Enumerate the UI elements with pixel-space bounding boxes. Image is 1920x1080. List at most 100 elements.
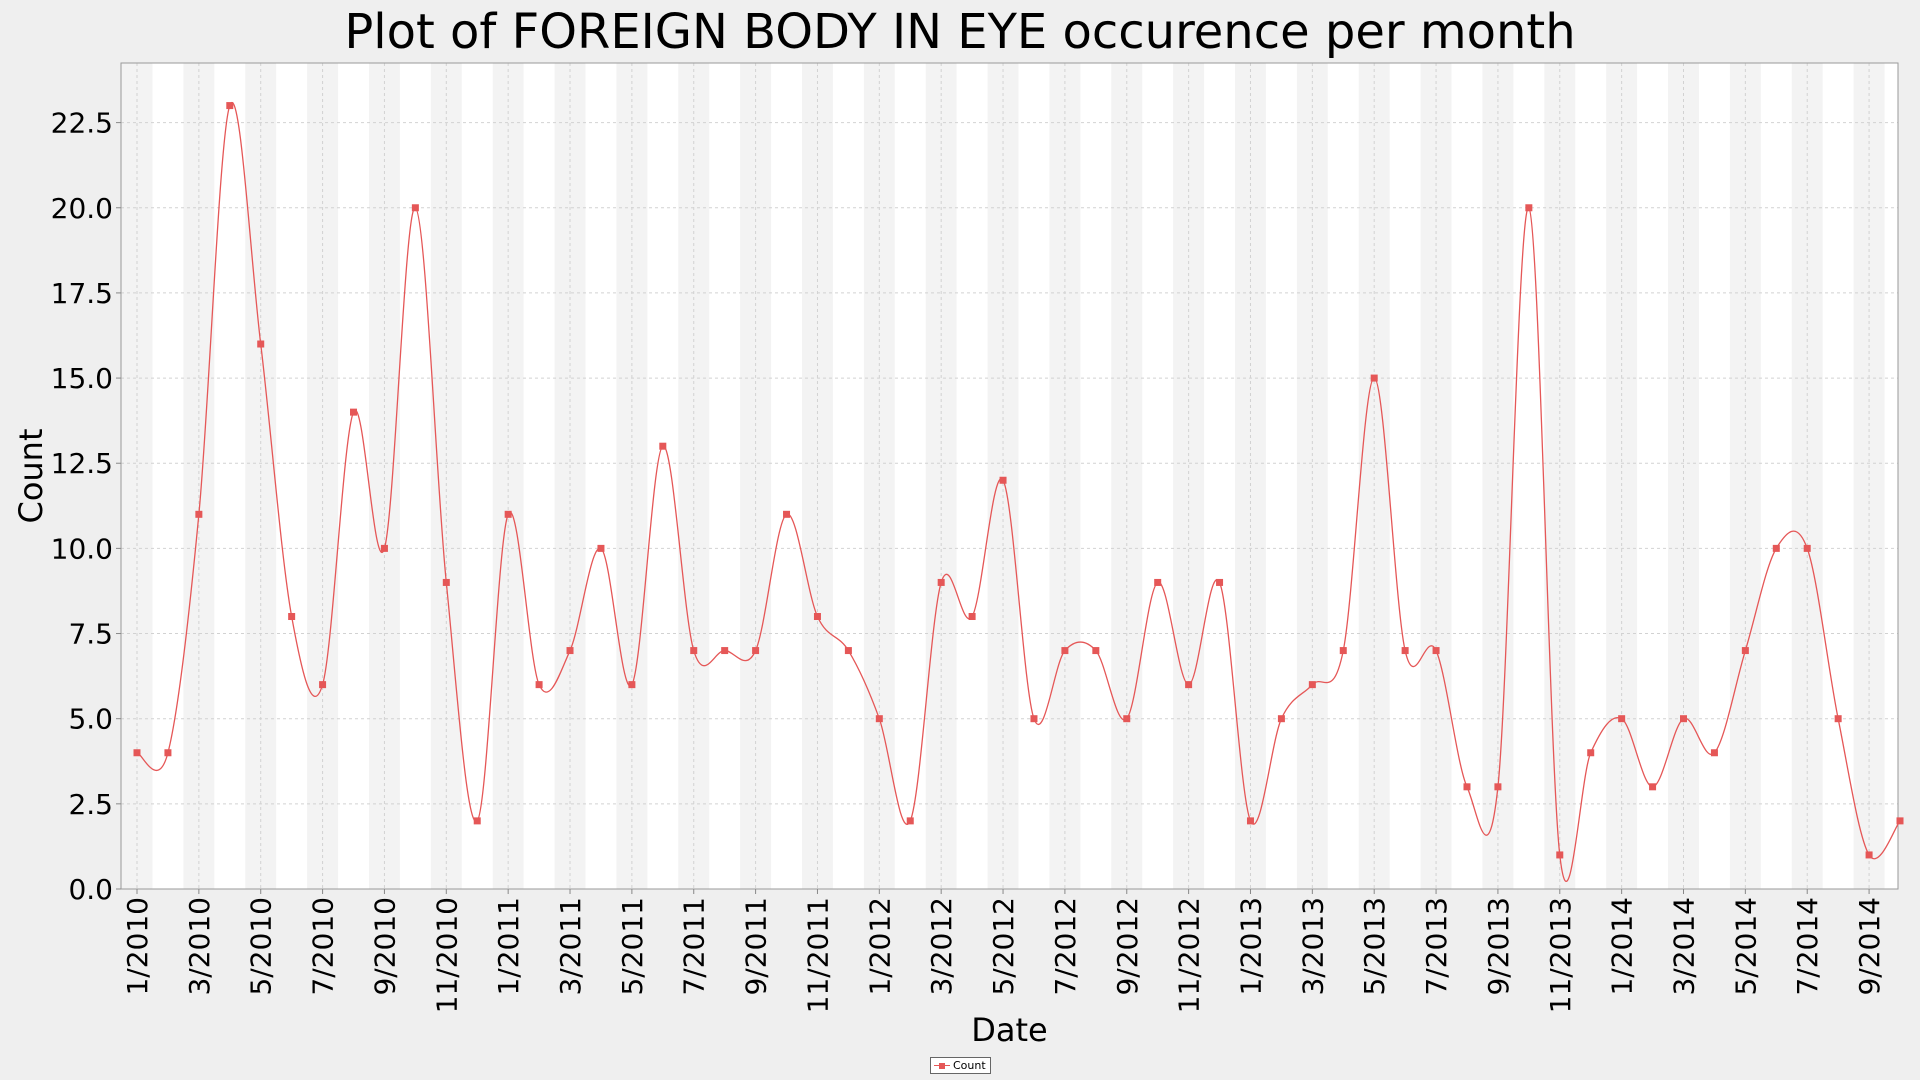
x-tick-label: 7/2011: [678, 897, 711, 996]
month-band: [1173, 63, 1205, 889]
data-point: [597, 544, 605, 552]
data-point: [1277, 715, 1285, 723]
data-point: [195, 510, 203, 518]
month-band: [1606, 63, 1638, 889]
y-tick-label: 0.0: [68, 873, 113, 906]
data-point: [535, 681, 543, 689]
data-point: [226, 102, 234, 110]
x-tick-label: 9/2012: [1111, 897, 1144, 996]
data-point: [906, 817, 914, 825]
y-tick-label: 2.5: [68, 788, 113, 821]
x-tick-label: 5/2013: [1358, 897, 1391, 996]
month-band: [925, 63, 957, 889]
y-tick-label: 7.5: [68, 618, 113, 651]
data-point: [1587, 749, 1595, 757]
month-band: [1111, 63, 1143, 889]
legend-label: Count: [953, 1059, 986, 1072]
data-point: [659, 442, 667, 450]
x-tick-label: 3/2013: [1296, 897, 1329, 996]
x-tick-label: 11/2010: [430, 897, 463, 1013]
data-point: [1370, 374, 1378, 382]
x-tick-label: 3/2014: [1668, 897, 1701, 996]
month-band: [740, 63, 772, 889]
data-point: [628, 681, 636, 689]
y-tick-label: 10.0: [51, 532, 113, 565]
data-point: [1741, 647, 1749, 655]
data-point: [844, 647, 852, 655]
y-axis-ticks: 0.0 2.5 5.0 7.5 10.0 12.5 15.0 17.5 20.0 22.5: [51, 107, 121, 906]
month-band: [430, 63, 462, 889]
x-tick-label: 9/2014: [1853, 897, 1886, 996]
month-band: [863, 63, 895, 889]
month-band: [801, 63, 833, 889]
data-point: [1432, 647, 1440, 655]
month-band: [245, 63, 277, 889]
month-bands: [121, 63, 1898, 889]
month-band: [1420, 63, 1452, 889]
x-tick-label: 9/2011: [740, 897, 773, 996]
data-point: [1896, 817, 1904, 825]
data-point: [1123, 715, 1131, 723]
month-band: [1729, 63, 1761, 889]
x-tick-label: 3/2011: [554, 897, 587, 996]
y-axis-label: Count: [12, 428, 50, 523]
x-tick-label: 7/2012: [1049, 897, 1082, 996]
data-point: [783, 510, 791, 518]
data-point: [999, 476, 1007, 484]
data-point: [1834, 715, 1842, 723]
data-point: [875, 715, 883, 723]
month-band: [368, 63, 400, 889]
data-point: [1092, 647, 1100, 655]
x-tick-label: 5/2012: [987, 897, 1020, 996]
month-band: [678, 63, 710, 889]
data-point: [1710, 749, 1718, 757]
y-tick-label: 12.5: [51, 447, 113, 480]
month-band: [307, 63, 339, 889]
x-tick-label: 11/2012: [1173, 897, 1206, 1013]
x-tick-label: 1/2014: [1606, 897, 1639, 996]
data-point: [1061, 647, 1069, 655]
month-band: [1482, 63, 1514, 889]
x-tick-label: 3/2010: [183, 897, 216, 996]
month-band: [554, 63, 586, 889]
data-point: [133, 749, 141, 757]
month-band: [1544, 63, 1576, 889]
data-point: [566, 647, 574, 655]
series-markers: [133, 102, 1904, 859]
month-band: [616, 63, 648, 889]
data-point: [937, 578, 945, 586]
data-point: [288, 613, 296, 621]
data-point: [752, 647, 760, 655]
data-point: [1185, 681, 1193, 689]
data-point: [164, 749, 172, 757]
month-band: [1668, 63, 1699, 889]
plot-border: [120, 62, 1899, 890]
data-point: [1030, 715, 1038, 723]
data-point: [380, 544, 388, 552]
legend-swatch: [934, 1061, 950, 1071]
data-point: [1308, 681, 1316, 689]
data-point: [1649, 783, 1657, 791]
data-point: [690, 647, 698, 655]
x-tick-label: 5/2010: [245, 897, 278, 996]
data-point: [1154, 578, 1162, 586]
month-band: [183, 63, 215, 889]
data-point: [1246, 817, 1254, 825]
x-tick-label: 1/2012: [863, 897, 896, 996]
month-band: [1296, 63, 1328, 889]
data-point: [257, 340, 265, 348]
data-point: [813, 613, 821, 621]
month-band: [1358, 63, 1390, 889]
y-tick-label: 5.0: [68, 703, 113, 736]
x-tick-label: 7/2013: [1420, 897, 1453, 996]
x-tick-label: 7/2010: [307, 897, 340, 996]
data-point: [350, 408, 358, 416]
data-point: [1216, 578, 1224, 586]
data-point: [721, 647, 729, 655]
data-point: [1494, 783, 1502, 791]
x-tick-label: 9/2013: [1482, 897, 1515, 996]
x-tick-label: 5/2011: [616, 897, 649, 996]
x-tick-label: 9/2010: [368, 897, 401, 996]
data-point: [319, 681, 327, 689]
series-line-count: [136, 102, 1901, 882]
